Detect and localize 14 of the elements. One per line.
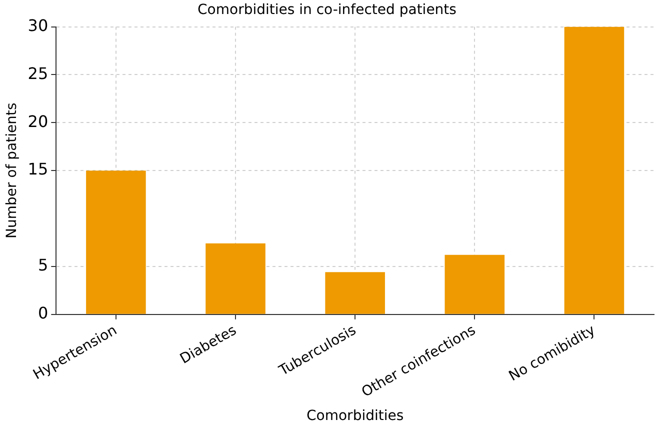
x-axis-title: Comorbidities <box>306 408 404 424</box>
y-axis-title: Number of patients <box>4 102 20 238</box>
bar <box>564 26 624 314</box>
chart-title: Comorbidities in co-infected patients <box>198 2 456 18</box>
y-tick-label: 0 <box>38 304 48 323</box>
y-tick-label: 30 <box>28 16 48 35</box>
bar <box>86 170 146 314</box>
bar <box>444 254 505 314</box>
bar <box>325 272 385 314</box>
y-tick-label: 5 <box>38 256 48 275</box>
bar <box>206 243 266 314</box>
y-tick-label: 20 <box>28 112 48 131</box>
y-tick-label: 15 <box>28 160 48 179</box>
y-tick-label: 25 <box>28 64 48 83</box>
